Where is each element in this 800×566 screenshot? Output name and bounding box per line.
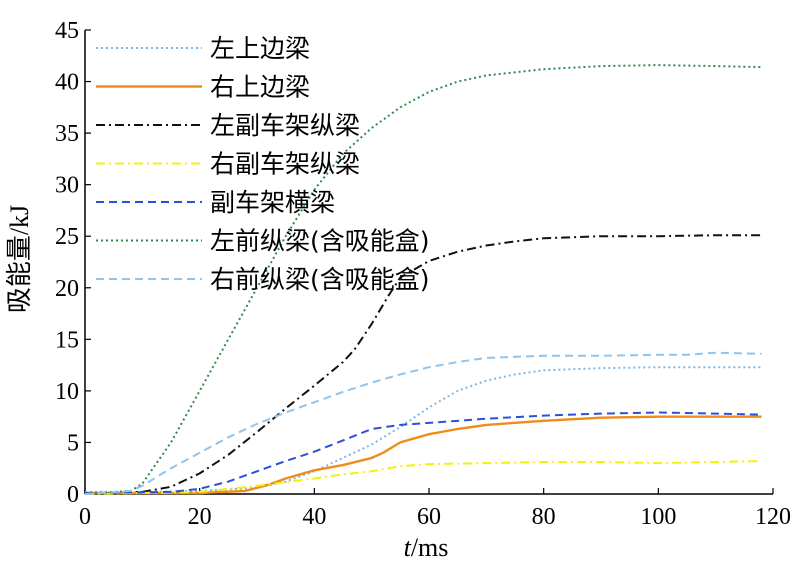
y-tick-label: 10 — [55, 379, 79, 405]
x-tick-label: 40 — [302, 504, 326, 530]
legend-label-2: 右上边梁 — [210, 73, 310, 102]
y-tick-label: 0 — [67, 482, 79, 508]
legend-label-6: 左前纵梁(含吸能盒) — [210, 227, 430, 256]
legend-label-1: 左上边梁 — [210, 34, 310, 63]
series-line-5 — [84, 411, 762, 494]
x-axis-label: t/ms — [404, 533, 449, 562]
y-tick-label: 25 — [55, 224, 79, 250]
y-tick-label: 20 — [55, 276, 79, 302]
x-tick-label: 100 — [640, 504, 676, 530]
x-tick-label: 120 — [755, 504, 791, 530]
series-line-4 — [84, 460, 762, 495]
x-axis-label-var: t — [404, 533, 412, 562]
series-layer — [84, 64, 762, 495]
series-line-6 — [84, 64, 762, 495]
legend-label-4: 右副车架纵梁 — [210, 150, 360, 179]
x-tick-label: 60 — [417, 504, 441, 530]
y-tick-label: 40 — [55, 70, 79, 96]
axes: 0 20 40 60 80 100 120 0 5 10 15 20 25 30 35 40 45 — [55, 18, 791, 530]
y-tick-label: 35 — [55, 121, 79, 147]
y-tick-label: 15 — [55, 327, 79, 353]
y-axis-label: 吸能量/kJ — [5, 205, 34, 313]
y-tick-label: 45 — [55, 18, 79, 44]
series-line-1 — [85, 366, 762, 493]
x-tick-label: 20 — [188, 504, 212, 530]
legend-label-7: 右前纵梁(含吸能盒) — [210, 265, 430, 294]
x-tick-label: 80 — [532, 504, 556, 530]
legend-label-3: 左副车架纵梁 — [210, 111, 360, 140]
x-tick-label: 0 — [79, 504, 91, 530]
y-tick-label: 5 — [67, 430, 79, 456]
y-tick-label: 30 — [55, 173, 79, 199]
series-line-3 — [84, 234, 762, 495]
x-axis-label-unit: /ms — [411, 533, 449, 562]
series-line-2 — [85, 415, 762, 495]
legend-label-5: 副车架横梁 — [210, 188, 335, 217]
series-line-7 — [84, 351, 762, 495]
